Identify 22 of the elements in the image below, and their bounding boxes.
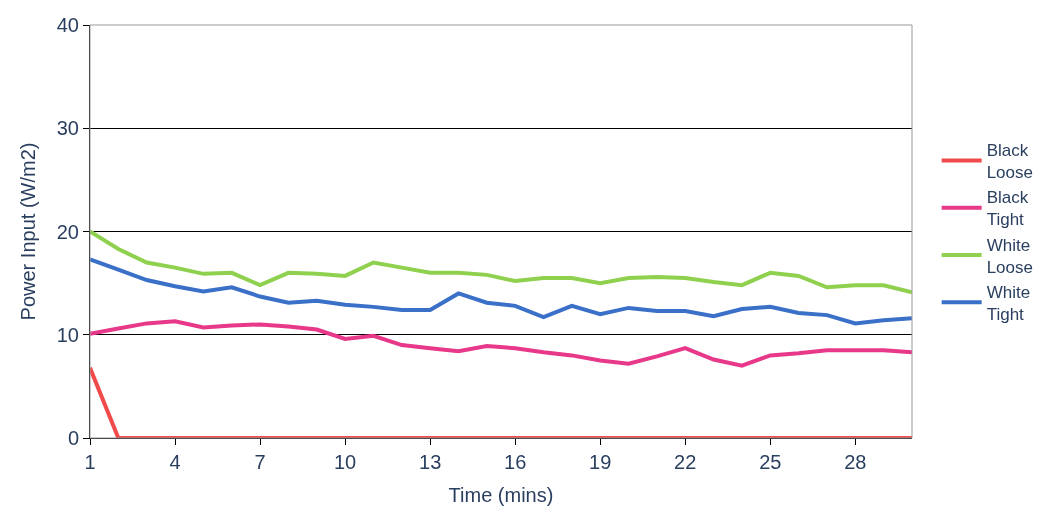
y-axis-title: Power Input (W/m2) [17,142,40,321]
line-series [90,257,912,326]
x-tick-label: 7 [254,451,266,473]
x-tick-label: 25 [759,451,782,473]
x-axis-title: Time (mins) [448,483,554,506]
legend-label: White Loose [986,235,1033,277]
y-tick-label: 40 [56,14,79,36]
x-tick-label: 13 [419,451,442,473]
x-tick-label: 22 [674,451,697,473]
x-tick-label: 28 [844,451,867,473]
y-tick-label: 0 [67,427,79,449]
x-tick-label: 4 [169,451,181,473]
legend-label: Black Tight [986,188,1029,230]
x-tick-label: 1 [84,451,96,473]
legend-label: White Tight [986,282,1031,324]
y-tick-label: 30 [56,117,79,140]
y-tick-label: 10 [56,323,79,346]
x-tick-label: 16 [504,451,527,473]
x-tick-label: 19 [589,451,612,473]
legend-label: Black Loose [986,141,1033,183]
y-tick-label: 20 [56,220,79,243]
x-tick-label: 10 [333,451,357,473]
